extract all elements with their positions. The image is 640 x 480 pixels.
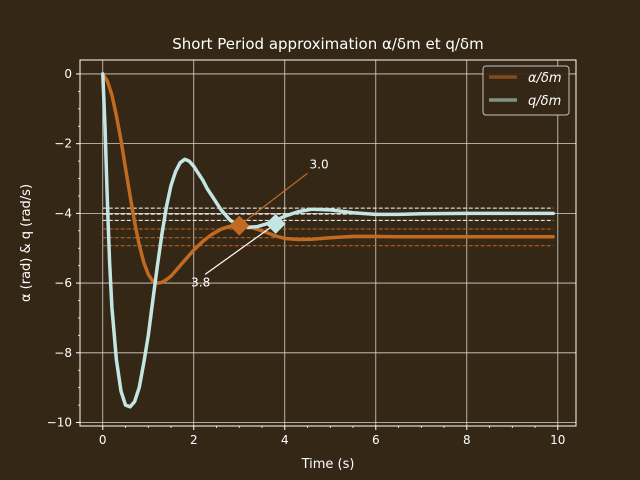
legend: α/δm q/δm (482, 65, 570, 116)
legend-label: α/δm (528, 71, 562, 86)
series-lines (101, 72, 555, 409)
x-tick-label: 2 (190, 433, 198, 447)
y-tick-label: −6 (54, 276, 72, 290)
axis-ticks: 0 2 4 6 8 10 0 −2 −4 −6 −8 −10 (47, 67, 566, 447)
annotation-arrow (238, 172, 308, 227)
chart-title: Short Period approximation α/δm et q/δm (172, 35, 483, 53)
y-tick-label: −10 (47, 416, 72, 430)
diamond-marker (229, 215, 250, 236)
x-tick-label: 0 (99, 433, 107, 447)
diamond-marker (265, 213, 286, 234)
x-axis-label: Time (s) (301, 457, 355, 472)
annotation-label: 3.8 (191, 275, 210, 289)
legend-label: q/δm (528, 94, 561, 109)
y-tick-label: −8 (54, 346, 72, 360)
markers: 3.0 3.8 (191, 157, 328, 289)
x-tick-label: 10 (550, 433, 565, 447)
y-tick-label: −4 (54, 206, 72, 220)
series-line-alpha (101, 72, 555, 285)
annotation-arrow (204, 223, 277, 275)
grid (80, 60, 576, 426)
x-tick-label: 4 (281, 433, 289, 447)
y-axis-label: α (rad) & q (rad/s) (19, 184, 34, 302)
annotation-label: 3.0 (310, 157, 329, 171)
x-tick-label: 8 (463, 433, 471, 447)
axes-frame (79, 59, 577, 427)
series-line-q (101, 72, 555, 409)
x-tick-label: 6 (372, 433, 380, 447)
y-tick-label: −2 (54, 137, 72, 151)
y-tick-label: 0 (64, 67, 72, 81)
